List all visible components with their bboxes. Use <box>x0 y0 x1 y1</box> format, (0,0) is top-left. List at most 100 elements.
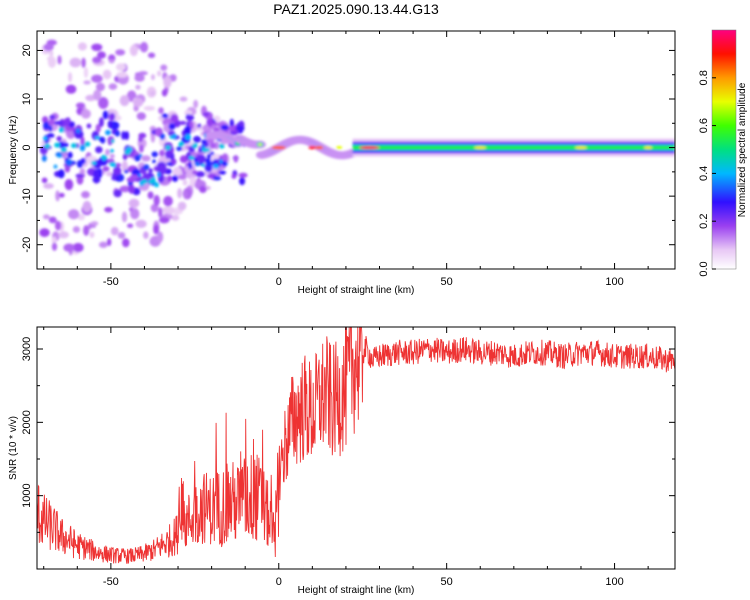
heatmap-cell <box>76 159 84 169</box>
heatmap-cell <box>128 207 133 212</box>
heatmap-cell <box>135 219 147 228</box>
heatmap-cell <box>149 90 156 96</box>
heatmap-cell <box>112 162 117 168</box>
heatmap-cell <box>111 172 116 181</box>
heatmap-cell <box>95 82 105 92</box>
heatmap-cell <box>157 70 162 77</box>
heatmap-cell <box>58 231 69 239</box>
heatmap-cell <box>163 195 173 207</box>
heatmap-cell <box>163 76 172 88</box>
heatmap-cell <box>128 184 135 194</box>
heatmap-cell <box>102 166 110 172</box>
heatmap-cell <box>124 131 130 141</box>
heatmap-cell <box>108 112 116 121</box>
heatmap-cell <box>160 64 168 71</box>
heatmap-cell <box>75 128 81 134</box>
colorbar-tick-label: 0.8 <box>698 70 710 85</box>
heatmap-cell <box>201 163 205 168</box>
heatmap-cell <box>91 43 103 52</box>
heatmap-cell <box>46 56 54 61</box>
heatmap-hotspot <box>84 141 91 147</box>
x-tick-label: 0 <box>276 276 282 288</box>
heatmap-cell <box>192 170 198 175</box>
heatmap-cell <box>63 243 75 252</box>
heatmap-cell <box>135 84 141 90</box>
colorbar-tick-label: 0.4 <box>698 166 710 181</box>
y-tick-label: 1000 <box>21 483 33 507</box>
heatmap-cell <box>195 171 206 178</box>
heatmap-cell <box>134 154 141 162</box>
heatmap-hotspot <box>178 141 185 147</box>
heatmap-x-axis-label: Height of straight line (km) <box>298 285 415 296</box>
heatmap-cell <box>171 175 179 182</box>
heatmap-cell <box>95 123 101 133</box>
heatmap-marks <box>39 39 675 256</box>
heatmap-hotspot <box>644 145 653 150</box>
heatmap-cell <box>89 231 95 238</box>
heatmap-cell <box>64 179 74 191</box>
heatmap-cell <box>54 120 63 126</box>
heatmap-cell <box>139 41 149 53</box>
heatmap-cell <box>109 153 115 159</box>
heatmap-cell <box>159 216 170 224</box>
heatmap-cell <box>238 172 248 178</box>
heatmap-cell <box>201 139 208 144</box>
heatmap-cell <box>92 176 101 184</box>
heatmap-cell <box>206 138 215 144</box>
heatmap-cell <box>117 232 126 239</box>
heatmap-cell <box>98 241 108 248</box>
heatmap-cell <box>116 71 128 78</box>
heatmap-cell <box>231 174 237 179</box>
heatmap-cell <box>107 238 112 247</box>
heatmap-cell <box>51 242 58 251</box>
heatmap-cell <box>172 133 177 139</box>
heatmap-hotspot <box>54 142 61 148</box>
heatmap-hotspot <box>201 147 208 153</box>
colorbar-tick-label: 0.2 <box>698 214 710 229</box>
heatmap-cell <box>54 220 62 231</box>
y-tick-label: 3000 <box>21 337 33 361</box>
heatmap-cell <box>53 164 58 169</box>
heatmap-panel: -50 0 50 100 -20 -10 0 10 20 Height of straight… <box>8 30 676 296</box>
heatmap-cell <box>92 56 102 64</box>
heatmap-cell <box>193 135 202 143</box>
heatmap-cell <box>239 177 246 186</box>
colorbar-label: Normalized spectral amplitude <box>737 82 748 217</box>
heatmap-cell <box>208 113 214 120</box>
heatmap-cell <box>147 191 154 200</box>
heatmap-cell <box>150 74 155 81</box>
heatmap-cell <box>80 136 85 146</box>
heatmap-cell <box>186 114 195 121</box>
heatmap-cell <box>184 109 193 117</box>
heatmap-cell <box>193 156 197 163</box>
heatmap-hotspot <box>474 145 487 150</box>
heatmap-cell <box>105 148 110 156</box>
heatmap-cell <box>94 136 100 140</box>
heatmap-cell <box>49 114 56 120</box>
heatmap-cell <box>72 242 84 253</box>
heatmap-cell <box>83 80 91 85</box>
heatmap-cell <box>153 194 160 207</box>
heatmap-cell <box>105 129 111 136</box>
x-tick-label: 50 <box>441 576 453 588</box>
heatmap-cell <box>113 166 122 176</box>
heatmap-cell <box>179 120 187 125</box>
heatmap-cell <box>176 146 183 152</box>
heatmap-cell <box>48 125 53 132</box>
heatmap-cell <box>122 153 128 161</box>
heatmap-cell <box>41 154 47 162</box>
heatmap-cell <box>43 136 48 141</box>
heatmap-cell <box>199 185 207 194</box>
heatmap-cell <box>179 96 188 102</box>
heatmap-cell <box>81 191 90 199</box>
heatmap-cell <box>139 144 144 153</box>
heatmap-cell <box>121 160 128 173</box>
heatmap-cell <box>48 216 57 224</box>
heatmap-y-axis-label: Frequency (Hz) <box>8 116 19 185</box>
heatmap-cell <box>95 146 103 154</box>
snr-x-ticks: -50 0 50 100 <box>43 327 649 588</box>
heatmap-cell <box>63 117 70 127</box>
colorbar-tick-label: 0.6 <box>698 118 710 133</box>
heatmap-hotspot <box>359 145 380 150</box>
